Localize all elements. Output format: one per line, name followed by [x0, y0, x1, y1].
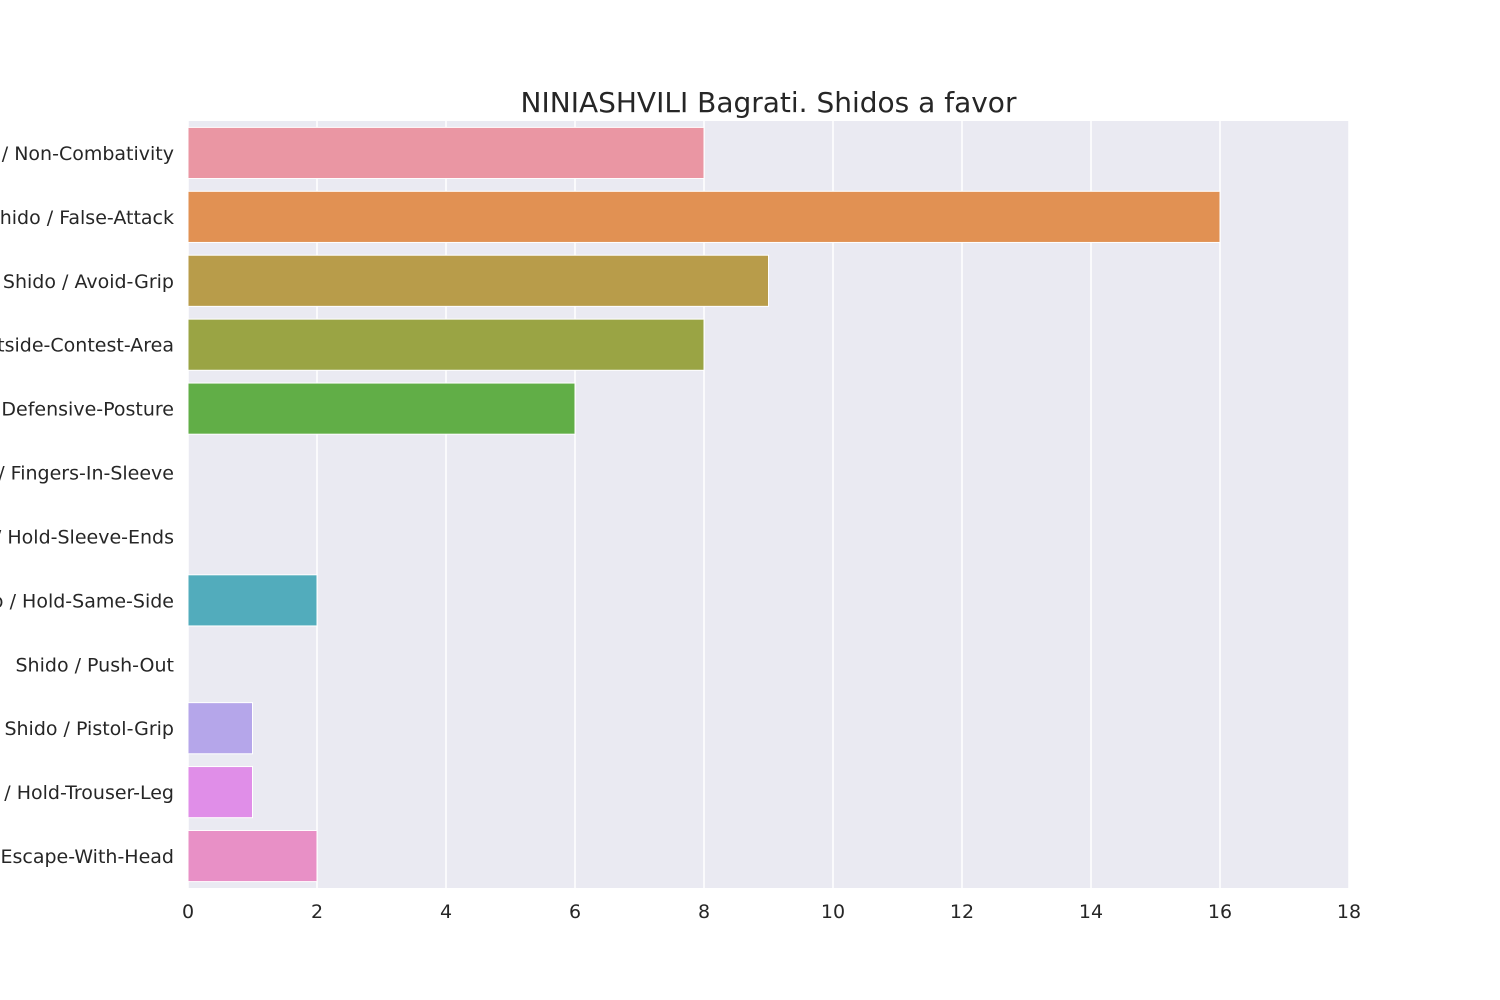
gridlines: [187, 121, 1350, 888]
y-tick-label: Shido / Hold-Sleeve-Ends: [0, 526, 174, 548]
y-tick-label: Shido / Hold-Trouser-Leg: [0, 782, 174, 804]
y-tick-label: Shido / Outside-Contest-Area: [0, 335, 174, 357]
y-tick-label: Shido / False-Attack: [0, 207, 174, 229]
bar: [187, 766, 253, 819]
x-tick-label: 2: [311, 901, 323, 923]
bar: [187, 190, 1221, 243]
bar: [187, 382, 576, 435]
bar: [187, 254, 769, 307]
x-tick-label: 8: [698, 901, 710, 923]
x-tick-label: 16: [1208, 901, 1232, 923]
y-tick-label: Shido / Defensive-Posture: [0, 399, 174, 421]
x-tick-label: 4: [440, 901, 452, 923]
y-tick-label: Shido / Fingers-In-Sleeve: [0, 463, 174, 485]
bar: [187, 574, 318, 627]
bar: [187, 126, 705, 180]
y-tick-label: Shido / Hold-Same-Side: [0, 590, 174, 612]
x-tick-label: 10: [821, 901, 845, 923]
bars: [187, 126, 1221, 883]
y-tick-label: Shido / Non-Combativity: [0, 143, 174, 165]
chart-title: NINIASHVILI Bagrati. Shidos a favor: [521, 86, 1017, 119]
y-tick-labels: Shido / Non-Combativity Shido / False-Att…: [0, 143, 174, 868]
bar: [187, 829, 318, 883]
x-tick-label: 18: [1337, 901, 1361, 923]
y-tick-label: Shido / Pistol-Grip: [4, 718, 174, 740]
bar: [187, 702, 253, 755]
x-tick-label: 14: [1079, 901, 1103, 923]
y-tick-label: Shido / Escape-With-Head: [0, 846, 174, 868]
x-tick-label: 0: [182, 901, 194, 923]
y-tick-label: Shido / Push-Out: [16, 654, 175, 676]
y-tick-label: Shido / Avoid-Grip: [3, 271, 174, 293]
x-tick-labels: 0 2 4 6 8 10 12 14 16 18: [182, 901, 1361, 923]
plot-background: [188, 121, 1349, 888]
x-tick-label: 6: [569, 901, 581, 923]
x-tick-label: 12: [950, 901, 974, 923]
bar: [187, 318, 705, 371]
